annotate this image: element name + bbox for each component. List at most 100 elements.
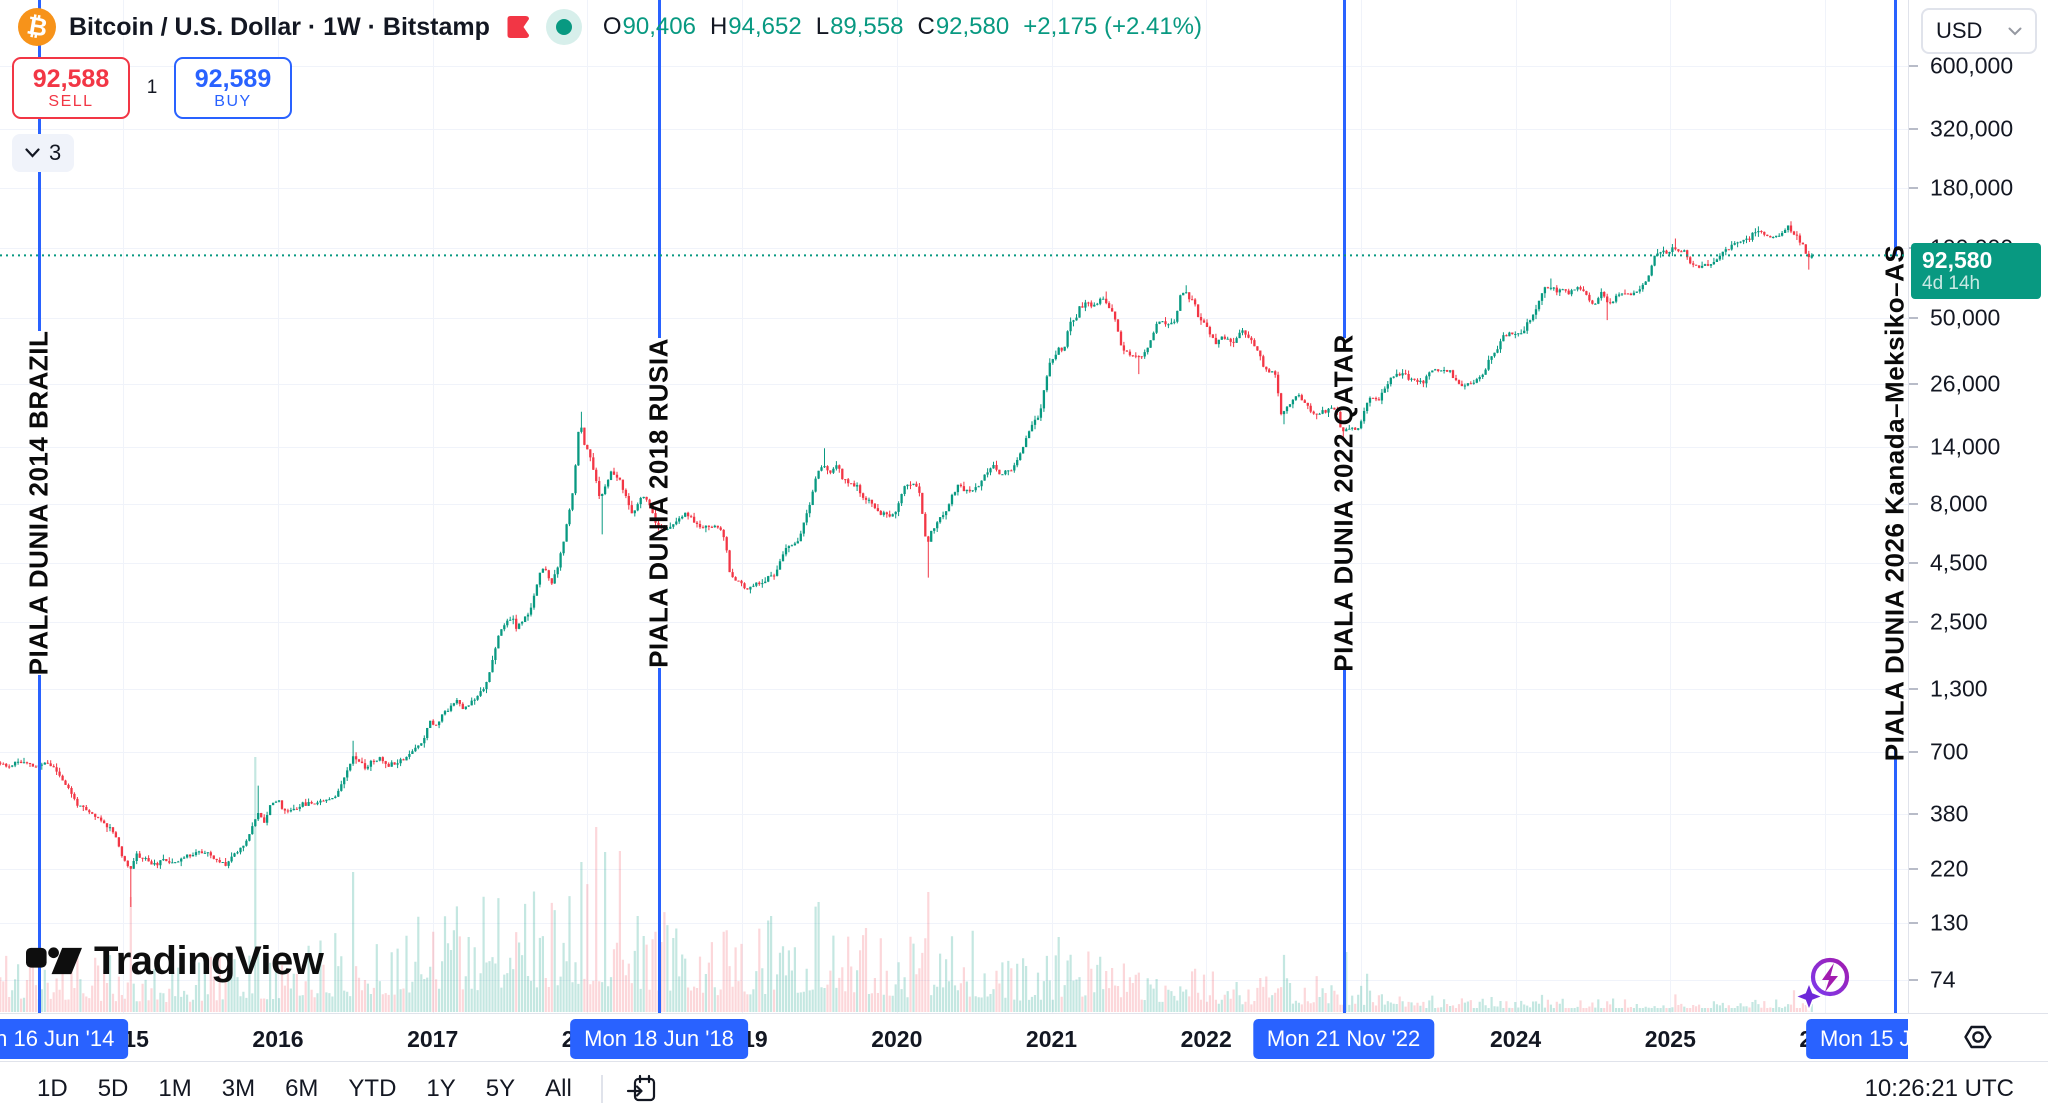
price-tick-label: 220 xyxy=(1930,855,1969,882)
gridlines xyxy=(0,0,1908,1013)
open-label: O xyxy=(602,13,622,40)
time-axis[interactable]: 2015201620172018201920202021202220232024… xyxy=(0,1013,1908,1061)
year-label: 2022 xyxy=(1180,1026,1232,1052)
event-label[interactable]: PIALA DUNIA 2026 Kanada–Meksiko–AS xyxy=(1880,245,1909,761)
price-tick-mark xyxy=(1909,446,1918,449)
symbol-row: ₿ Bitcoin / U.S. Dollar · 1W · Bitstamp … xyxy=(18,8,1202,46)
range-button-1m[interactable]: 1M xyxy=(158,1074,192,1102)
price-tick-mark xyxy=(1909,128,1918,131)
price-tick-label: 1,300 xyxy=(1930,675,1988,702)
price-tick-mark xyxy=(1909,812,1918,815)
price-tick-mark xyxy=(1909,687,1918,690)
close-label: C xyxy=(917,13,935,40)
candle-wicks-down xyxy=(0,221,1810,907)
price-tick-label: 2,500 xyxy=(1930,608,1988,635)
boost-icon[interactable] xyxy=(1792,950,1859,1013)
bar-countdown: 4d 14h xyxy=(1922,273,1981,295)
price-tick-label: 50,000 xyxy=(1930,304,2001,331)
currency-label: USD xyxy=(1936,18,1983,43)
spread-value: 1 xyxy=(146,77,158,98)
range-button-1d[interactable]: 1D xyxy=(37,1074,68,1102)
close-value: 92,580 xyxy=(935,13,1010,40)
last-price-badge[interactable]: 92,580 4d 14h xyxy=(1911,243,2041,300)
price-tick-label: 130 xyxy=(1930,909,1969,936)
price-tick-label: 320,000 xyxy=(1930,115,2014,142)
open-value: 90,406 xyxy=(622,13,696,40)
event-label[interactable]: PIALA DUNIA 2014 BRAZIL xyxy=(24,331,54,676)
calendar-icon xyxy=(626,1074,655,1101)
year-label: 2025 xyxy=(1644,1026,1696,1052)
chart-pane[interactable]: PIALA DUNIA 2014 BRAZIL PIALA DUNIA 2018 … xyxy=(0,0,1908,1013)
candlestick-chart[interactable]: PIALA DUNIA 2014 BRAZIL PIALA DUNIA 2018 … xyxy=(0,0,1908,1013)
sell-price: 92,588 xyxy=(32,64,110,93)
range-button-1y[interactable]: 1Y xyxy=(426,1074,456,1102)
go-to-date-button[interactable] xyxy=(617,1070,667,1108)
buy-label: BUY xyxy=(214,92,252,110)
price-tick-mark xyxy=(1909,317,1918,320)
chevron-down-icon xyxy=(2008,27,2022,35)
price-tick-mark xyxy=(1909,64,1918,67)
tradingview-logo-icon xyxy=(26,947,82,975)
price-tick-label: 600,000 xyxy=(1930,52,2014,78)
chevron-down-icon xyxy=(25,148,40,158)
change-value: +2,175 (+2.41%) xyxy=(1023,13,1203,40)
low-value: 89,558 xyxy=(830,13,904,40)
symbol-title[interactable]: Bitcoin / U.S. Dollar · 1W · Bitstamp xyxy=(69,12,490,41)
event-date-badge[interactable]: Mon 15 Jun '26 xyxy=(1806,1019,1908,1059)
price-tick-label: 380 xyxy=(1930,800,1969,827)
price-tick-label: 74 xyxy=(1930,966,1956,993)
price-tick-label: 4,500 xyxy=(1930,549,1988,576)
bottom-toolbar: 1D 5D 1M 3M 6M YTD 1Y 5Y All 10:26:21 UTC xyxy=(0,1061,2048,1115)
buy-price: 92,589 xyxy=(194,64,272,93)
price-tick-mark xyxy=(1909,621,1918,624)
year-label: 2020 xyxy=(871,1026,923,1052)
flag-icon[interactable] xyxy=(503,12,533,42)
event-label[interactable]: PIALA DUNIA 2022 QATAR xyxy=(1329,334,1359,672)
price-tick-label: 700 xyxy=(1930,738,1969,765)
price-tick-mark xyxy=(1909,868,1918,871)
event-label[interactable]: PIALA DUNIA 2018 RUSIA xyxy=(644,338,674,668)
price-tick-label: 26,000 xyxy=(1930,370,2001,397)
price-tick-label: 180,000 xyxy=(1930,174,2014,201)
gear-icon[interactable] xyxy=(1961,1021,1995,1055)
candle-bodies-up xyxy=(11,225,1813,869)
price-tick-mark xyxy=(1909,921,1918,924)
buy-button[interactable]: 92,589 BUY xyxy=(174,57,292,119)
watermark-text: TradingView xyxy=(94,938,324,983)
price-tick-mark xyxy=(1909,979,1918,982)
low-label: L xyxy=(815,13,830,40)
last-price-value: 92,580 xyxy=(1922,247,1993,274)
range-button-6m[interactable]: 6M xyxy=(285,1074,319,1102)
event-date-badge[interactable]: Mon 16 Jun '14 xyxy=(0,1019,129,1059)
axis-corner xyxy=(1908,1013,2048,1061)
price-tick-mark xyxy=(1909,561,1918,564)
event-date-badge[interactable]: Mon 18 Jun '18 xyxy=(570,1019,748,1059)
currency-selector[interactable]: USD xyxy=(1921,8,2037,54)
price-axis[interactable]: USD 600,000320,000180,000100,00050,00026… xyxy=(1908,0,2048,1013)
sell-label: SELL xyxy=(48,92,94,110)
high-value: 94,652 xyxy=(728,13,802,40)
event-date-badge[interactable]: Mon 21 Nov '22 xyxy=(1252,1019,1435,1059)
range-button-3m[interactable]: 3M xyxy=(221,1074,256,1102)
range-button-all[interactable]: All xyxy=(545,1074,572,1102)
sell-button[interactable]: 92,588 SELL xyxy=(12,57,130,119)
toolbar-divider xyxy=(600,1074,603,1103)
clock[interactable]: 10:26:21 UTC xyxy=(1864,1074,2014,1102)
high-label: H xyxy=(709,13,728,40)
trade-buttons: 92,588 SELL 1 92,589 BUY xyxy=(12,57,292,119)
range-button-5d[interactable]: 5D xyxy=(97,1074,129,1102)
market-status-icon[interactable] xyxy=(545,9,582,45)
price-tick-mark xyxy=(1909,750,1918,753)
range-button-5y[interactable]: 5Y xyxy=(485,1074,516,1102)
range-button-ytd[interactable]: YTD xyxy=(348,1074,397,1102)
ohlc-values: O 90,406 H 94,652 L 89,558 C 92,580 +2,175 (… xyxy=(603,13,1202,41)
candle-wicks-up xyxy=(11,225,1813,869)
price-tick-label: 8,000 xyxy=(1930,490,1988,517)
price-tick-label: 14,000 xyxy=(1930,433,2001,460)
year-label: 2016 xyxy=(252,1026,304,1052)
drawings-count-button[interactable]: 3 xyxy=(12,134,75,172)
candle-bodies-down xyxy=(0,225,1810,869)
volume-bars-up xyxy=(11,757,1813,1012)
year-label: 2017 xyxy=(407,1026,459,1052)
